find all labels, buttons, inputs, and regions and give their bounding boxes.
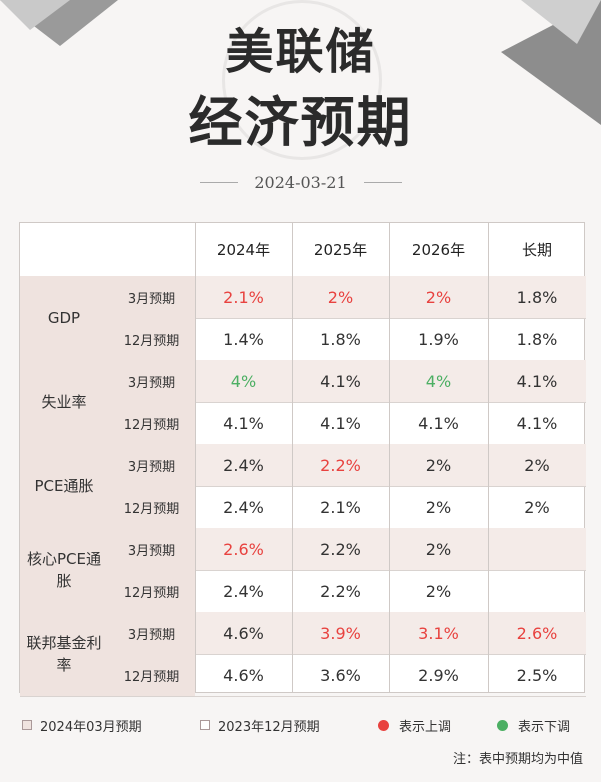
value-cell: 2.6% xyxy=(488,612,586,654)
column-header: 2026年 xyxy=(411,241,466,259)
value-cell: 2.4% xyxy=(195,444,292,486)
row-label: 3月预期 xyxy=(108,612,195,654)
legend-down-label: 表示下调 xyxy=(518,719,571,735)
row-divider xyxy=(108,654,586,655)
value-cell: 2.5% xyxy=(516,665,558,685)
value-cell: 4.1% xyxy=(320,413,361,433)
value-cell: 2% xyxy=(389,444,488,486)
value-cell: 4% xyxy=(195,360,292,402)
value-cell: 2% xyxy=(389,276,488,318)
value-cell: 2% xyxy=(389,528,488,570)
group-label: 联邦基金利率 xyxy=(26,634,102,674)
row-divider xyxy=(20,696,586,697)
value-cell: 3.1% xyxy=(389,612,488,654)
value-cell: 2% xyxy=(425,497,452,517)
column-divider xyxy=(195,223,196,692)
row-label: 12月预期 xyxy=(108,318,195,360)
row-label: 12月预期 xyxy=(108,486,195,528)
legend-december-label: 2023年12月预期 xyxy=(218,719,320,735)
value-cell: 2.2% xyxy=(292,528,389,570)
column-header: 2025年 xyxy=(313,241,368,259)
value-cell: 4.1% xyxy=(223,413,264,433)
date-divider-left xyxy=(200,182,238,183)
value-cell: 3.9% xyxy=(292,612,389,654)
value-cell: 4.6% xyxy=(195,612,292,654)
value-cell: 4.1% xyxy=(516,413,558,433)
row-label: 3月预期 xyxy=(108,360,195,402)
row-divider xyxy=(108,402,586,403)
corner-decoration-left xyxy=(0,0,118,46)
value-cell: 2.2% xyxy=(320,581,361,601)
row-label: 3月预期 xyxy=(108,444,195,486)
page-title: 美联储 xyxy=(225,24,376,80)
value-cell: 4.1% xyxy=(488,360,586,402)
value-cell: 2% xyxy=(292,276,389,318)
footnote: 注：表中预期均为中值 xyxy=(452,752,583,767)
value-cell: 2% xyxy=(425,581,452,601)
value-cell: 1.8% xyxy=(516,329,558,349)
seal-watermark xyxy=(222,0,382,160)
value-cell: 1.9% xyxy=(418,329,459,349)
value-cell: 2.9% xyxy=(418,665,459,685)
legend-march: 2024年03月预期 xyxy=(22,714,142,736)
value-cell: 4% xyxy=(389,360,488,402)
value-cell: 2.6% xyxy=(195,528,292,570)
row-divider xyxy=(108,318,586,319)
legend-up-label: 表示上调 xyxy=(399,719,452,735)
value-cell: 2.4% xyxy=(223,497,264,517)
group-label: 失业率 xyxy=(41,393,87,411)
column-header: 长期 xyxy=(521,241,552,259)
group-label: PCE通胀 xyxy=(34,477,94,495)
value-cell: 2.1% xyxy=(320,497,361,517)
row-label: 3月预期 xyxy=(108,276,195,318)
date-label: 2024-03-21 xyxy=(254,173,347,192)
group-label: 核心PCE通胀 xyxy=(27,550,101,590)
value-cell xyxy=(488,528,586,570)
page-subtitle: 经济预期 xyxy=(188,90,413,154)
red-dot-icon xyxy=(378,719,389,731)
green-dot-icon xyxy=(497,719,508,731)
value-cell: 4.6% xyxy=(223,665,264,685)
value-cell: 2% xyxy=(524,497,550,517)
group-label: GDP xyxy=(47,309,81,327)
value-cell: 3.6% xyxy=(320,665,361,685)
legend-december-swatch xyxy=(200,720,210,730)
forecast-table: 2024年 2025年 2026年 长期 GDP 3月预期 2.1% 2% 2% 1.8% 12月预… xyxy=(19,222,586,697)
legend-up: 表示上调 xyxy=(378,714,451,736)
legend-march-label: 2024年03月预期 xyxy=(40,719,142,735)
legend: 2024年03月预期 2023年12月预期 表示上调 表示下调 xyxy=(0,714,601,736)
legend-down: 表示下调 xyxy=(497,714,570,736)
column-header: 2024年 xyxy=(216,241,271,259)
column-divider xyxy=(389,223,390,692)
row-label: 12月预期 xyxy=(108,654,195,696)
value-cell: 4.1% xyxy=(292,360,389,402)
value-cell: 2.2% xyxy=(292,444,389,486)
column-divider xyxy=(488,223,489,692)
value-cell: 4.1% xyxy=(418,413,459,433)
row-label: 3月预期 xyxy=(108,528,195,570)
legend-march-swatch xyxy=(22,720,32,730)
value-cell: 1.8% xyxy=(488,276,586,318)
date-divider-right xyxy=(364,182,402,183)
row-label: 12月预期 xyxy=(108,402,195,444)
row-divider xyxy=(108,486,586,487)
corner-decoration-right xyxy=(501,0,601,125)
value-cell: 2.1% xyxy=(195,276,292,318)
value-cell: 1.8% xyxy=(320,329,361,349)
legend-december: 2023年12月预期 xyxy=(200,714,320,736)
value-cell: 2% xyxy=(488,444,586,486)
value-cell xyxy=(488,570,586,612)
column-divider xyxy=(292,223,293,692)
value-cell: 2.4% xyxy=(223,581,264,601)
row-divider xyxy=(108,570,586,571)
value-cell: 1.4% xyxy=(223,329,264,349)
row-label: 12月预期 xyxy=(108,570,195,612)
date-row: 2024-03-21 xyxy=(0,170,601,196)
